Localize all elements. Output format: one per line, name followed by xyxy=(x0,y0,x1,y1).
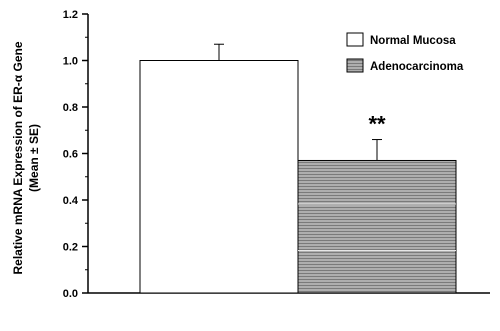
y-tick-label: 1.0 xyxy=(63,56,78,68)
legend-label-adeno: Adenocarcinoma xyxy=(370,61,464,73)
significance-annotation: ** xyxy=(368,112,386,137)
y-tick-label: 0.6 xyxy=(63,149,78,161)
y-tick-label: 0.2 xyxy=(63,242,78,254)
legend-label-normal: Normal Mucosa xyxy=(370,35,456,47)
bar-normal-mucosa xyxy=(139,60,299,294)
bar-adenocarcinoma xyxy=(297,159,457,294)
y-axis-title-line1: Relative mRNA Expression of ER-α Gene xyxy=(11,41,25,274)
bars xyxy=(139,43,457,294)
y-tick-label: 0.0 xyxy=(63,288,78,300)
y-tick-label: 0.4 xyxy=(63,195,79,207)
legend-swatch-normal xyxy=(346,32,364,47)
y-tick-labels: 0.0 0.2 0.4 0.6 0.8 1.0 1.2 xyxy=(63,9,79,300)
y-tick-label: 0.8 xyxy=(63,102,78,114)
legend: Normal Mucosa Adenocarcinoma xyxy=(346,32,464,73)
y-tick-label: 1.2 xyxy=(63,9,78,21)
legend-swatch-adeno xyxy=(346,58,364,73)
y-axis-title-line2: (Mean ± SE) xyxy=(27,124,41,192)
